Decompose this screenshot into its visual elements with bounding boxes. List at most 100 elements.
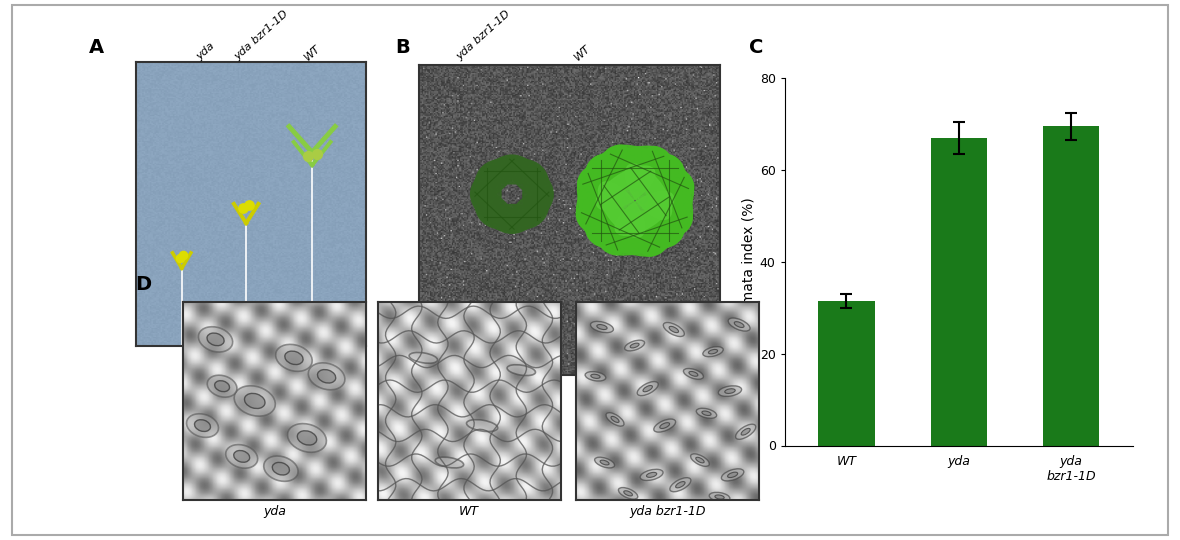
Text: D: D	[136, 275, 152, 294]
Text: A: A	[88, 38, 104, 57]
Ellipse shape	[507, 364, 536, 375]
Text: yda bzr1-1D: yda bzr1-1D	[454, 9, 512, 62]
Ellipse shape	[596, 166, 655, 210]
Ellipse shape	[473, 165, 501, 223]
Ellipse shape	[581, 156, 622, 246]
Ellipse shape	[208, 375, 237, 397]
Ellipse shape	[588, 149, 683, 188]
Y-axis label: Stomata index (%): Stomata index (%)	[741, 197, 755, 327]
Ellipse shape	[466, 420, 498, 431]
Ellipse shape	[641, 469, 663, 481]
Text: yda bzr1-1D: yda bzr1-1D	[232, 9, 290, 62]
Ellipse shape	[317, 369, 336, 383]
Point	[240, 201, 258, 210]
Ellipse shape	[741, 428, 750, 435]
Ellipse shape	[715, 495, 725, 499]
Ellipse shape	[709, 492, 730, 502]
Ellipse shape	[663, 322, 684, 336]
Ellipse shape	[702, 411, 712, 415]
Ellipse shape	[206, 333, 224, 346]
Text: yda: yda	[195, 41, 217, 62]
Ellipse shape	[669, 326, 678, 333]
Ellipse shape	[690, 454, 709, 467]
Text: C: C	[749, 38, 763, 57]
Ellipse shape	[708, 349, 717, 354]
Ellipse shape	[225, 444, 257, 468]
Ellipse shape	[297, 431, 316, 445]
Text: yda: yda	[263, 505, 286, 518]
Ellipse shape	[601, 207, 693, 255]
Ellipse shape	[244, 393, 266, 409]
Text: yda bzr1-1D: yda bzr1-1D	[629, 505, 706, 518]
Ellipse shape	[588, 214, 683, 252]
Ellipse shape	[595, 457, 615, 468]
Ellipse shape	[689, 372, 697, 376]
Ellipse shape	[605, 145, 694, 197]
Ellipse shape	[625, 164, 671, 219]
Ellipse shape	[409, 353, 438, 363]
Ellipse shape	[471, 155, 518, 200]
Ellipse shape	[505, 188, 553, 233]
Ellipse shape	[276, 345, 313, 372]
Ellipse shape	[638, 172, 694, 256]
Ellipse shape	[597, 325, 608, 329]
Point	[171, 254, 190, 262]
Ellipse shape	[734, 322, 745, 327]
Text: WT: WT	[459, 505, 479, 518]
Ellipse shape	[624, 491, 632, 496]
Ellipse shape	[284, 351, 303, 364]
Point	[299, 152, 317, 160]
Ellipse shape	[649, 156, 689, 246]
Point	[234, 204, 253, 212]
Ellipse shape	[721, 469, 743, 481]
Ellipse shape	[195, 420, 210, 431]
Ellipse shape	[590, 321, 614, 333]
Ellipse shape	[578, 146, 669, 194]
Ellipse shape	[215, 381, 230, 392]
Ellipse shape	[683, 368, 703, 379]
Ellipse shape	[471, 188, 518, 233]
Ellipse shape	[696, 408, 716, 418]
Ellipse shape	[576, 204, 664, 256]
Ellipse shape	[643, 386, 653, 392]
Ellipse shape	[577, 145, 631, 229]
Ellipse shape	[598, 182, 644, 237]
Ellipse shape	[630, 343, 640, 348]
Ellipse shape	[481, 158, 543, 184]
Ellipse shape	[186, 414, 218, 437]
Ellipse shape	[703, 347, 723, 356]
Ellipse shape	[308, 363, 345, 390]
Ellipse shape	[676, 482, 686, 488]
Ellipse shape	[615, 192, 674, 235]
Ellipse shape	[624, 340, 644, 351]
Ellipse shape	[728, 318, 750, 331]
Ellipse shape	[601, 460, 609, 465]
Ellipse shape	[637, 382, 658, 396]
Ellipse shape	[585, 372, 605, 381]
Ellipse shape	[273, 462, 289, 475]
Text: WT: WT	[572, 43, 592, 62]
Ellipse shape	[607, 413, 624, 426]
Ellipse shape	[725, 389, 735, 394]
Ellipse shape	[264, 456, 299, 481]
Ellipse shape	[670, 478, 690, 492]
Ellipse shape	[481, 205, 543, 231]
Ellipse shape	[591, 374, 601, 379]
Ellipse shape	[198, 327, 232, 352]
Text: B: B	[395, 38, 411, 57]
Ellipse shape	[234, 386, 275, 416]
Ellipse shape	[577, 168, 628, 255]
Point	[173, 251, 192, 260]
Ellipse shape	[611, 416, 620, 422]
Point	[307, 149, 326, 158]
Ellipse shape	[735, 424, 755, 440]
Ellipse shape	[728, 472, 738, 477]
Bar	[1043, 126, 1099, 446]
Bar	[931, 138, 986, 446]
Ellipse shape	[435, 457, 464, 468]
Ellipse shape	[719, 386, 741, 396]
Ellipse shape	[647, 472, 657, 477]
Ellipse shape	[618, 488, 637, 499]
Bar	[819, 301, 874, 446]
Ellipse shape	[654, 419, 676, 432]
